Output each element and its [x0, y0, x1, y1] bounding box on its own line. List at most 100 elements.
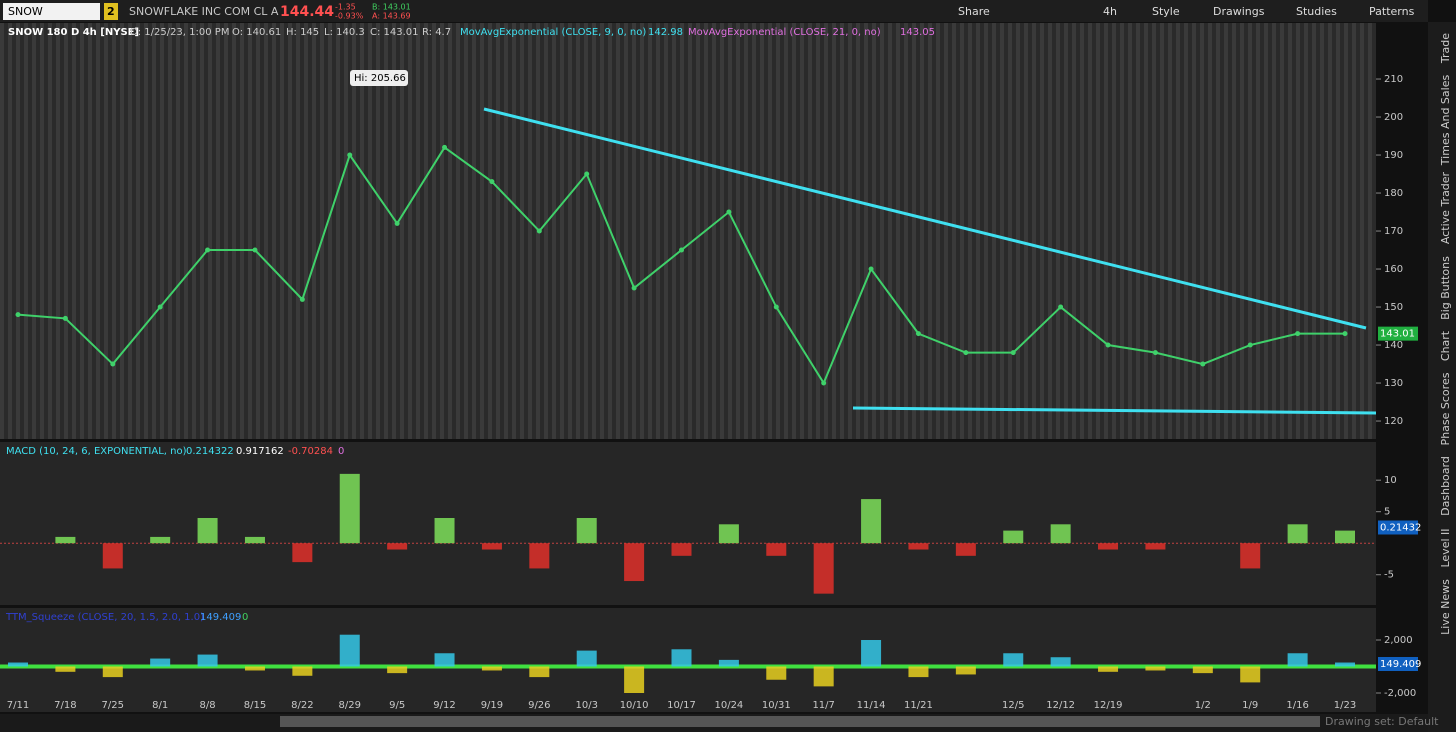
price-point	[252, 247, 258, 253]
x-tick-label: 1/9	[1242, 700, 1258, 711]
company: SNOWFLAKE INC COM CL A	[129, 5, 279, 18]
histogram-bar	[624, 666, 645, 694]
symbol-box[interactable]	[3, 3, 100, 20]
histogram-bar	[434, 518, 455, 544]
price-pane	[0, 23, 1376, 439]
x-tick-label: 7/25	[102, 700, 124, 711]
x-tick-label: 9/5	[389, 700, 405, 711]
toolbar-button[interactable]: Patterns	[1369, 5, 1415, 18]
histogram-bar	[102, 543, 123, 569]
y-tick-label: 200	[1384, 112, 1403, 123]
x-tick-label: 12/12	[1046, 700, 1075, 711]
x-tick-label: 8/29	[339, 700, 361, 711]
y-tick-label: -5	[1384, 570, 1394, 581]
price-point	[1342, 331, 1348, 337]
study-value: 0	[338, 446, 344, 457]
histogram-bar	[292, 543, 313, 563]
y-tick-label: 10	[1384, 475, 1397, 486]
y-tick-label: 120	[1384, 416, 1403, 427]
macd-pane	[0, 442, 1376, 605]
side-tab[interactable]: Big Buttons	[1439, 256, 1452, 320]
y-tick-label: 190	[1384, 150, 1403, 161]
price-point	[584, 171, 590, 177]
histogram-bar	[150, 658, 171, 667]
price-point	[442, 144, 448, 150]
x-tick-label: 7/11	[7, 700, 29, 711]
last-label: 143.01	[1380, 329, 1415, 340]
annotation-box	[350, 70, 408, 86]
support-line	[852, 406, 1377, 415]
x-tick-label: 8/1	[152, 700, 168, 711]
toolbar-button[interactable]: Studies	[1296, 5, 1337, 18]
header-title: SNOW 180 D 4h [NYSE]	[8, 27, 139, 38]
toolbar-button[interactable]: Share	[958, 5, 990, 18]
price-point	[773, 304, 779, 310]
header-open: O: 140.61	[232, 27, 281, 38]
last-label-box	[1378, 326, 1418, 341]
header-ema21-value: 143.05	[900, 27, 935, 38]
histogram-bar	[1287, 524, 1308, 544]
x-tick-label: 1/23	[1334, 700, 1356, 711]
histogram-bar	[387, 666, 408, 674]
price-point	[868, 266, 874, 272]
header-ema9: MovAvgExponential (CLOSE, 9, 0, no)	[460, 27, 646, 38]
toolbar-button[interactable]: Style	[1152, 5, 1180, 18]
badge-box	[104, 3, 118, 20]
side-panel	[1428, 22, 1456, 732]
price-point	[205, 247, 211, 253]
x-tick-label: 8/15	[244, 700, 266, 711]
header-close: C: 143.01	[370, 27, 419, 38]
histogram-bar	[1192, 666, 1213, 674]
histogram-bar	[1098, 543, 1119, 550]
scrollbar[interactable]	[280, 716, 1320, 727]
x-tick-label: 10/24	[714, 700, 743, 711]
side-tab[interactable]: Active Trader	[1439, 171, 1452, 244]
side-tab[interactable]: Live News	[1439, 579, 1452, 635]
histogram-bar	[339, 473, 360, 544]
histogram-bar	[102, 666, 123, 678]
toolbar-button[interactable]: Drawings	[1213, 5, 1265, 18]
price-point	[1295, 331, 1301, 337]
x-tick-label: 12/5	[1002, 700, 1024, 711]
y-tick-label: 5	[1384, 507, 1390, 518]
histogram-bar	[481, 543, 502, 550]
histogram-bar	[197, 518, 218, 544]
price-point	[15, 312, 21, 318]
histogram-bar	[624, 543, 645, 582]
price-point	[821, 380, 827, 386]
x-tick-label: 10/31	[762, 700, 791, 711]
header-low: L: 140.3	[324, 27, 365, 38]
histogram-bar	[244, 666, 265, 671]
histogram-bar	[1145, 666, 1166, 671]
histogram-bar	[671, 649, 692, 667]
x-tick-label: 11/21	[904, 700, 933, 711]
histogram-bar	[955, 543, 976, 556]
x-tick-label: 10/17	[667, 700, 696, 711]
side-tab[interactable]: Phase Scores	[1439, 372, 1452, 445]
side-tab[interactable]: Dashboard	[1439, 456, 1452, 516]
symbol[interactable]: SNOW	[8, 5, 43, 18]
price-point	[536, 228, 542, 234]
histogram-bar	[1050, 524, 1071, 544]
histogram-bar	[434, 653, 455, 667]
histogram-bar	[1050, 657, 1071, 667]
side-tab[interactable]: Level II	[1439, 528, 1452, 567]
price-point	[679, 247, 684, 253]
histogram-bar	[481, 666, 502, 671]
y-tick-label: 2,000	[1384, 635, 1413, 646]
price-point	[1058, 304, 1064, 310]
histogram-bar	[1098, 666, 1119, 672]
side-tab[interactable]: Chart	[1439, 330, 1452, 361]
histogram-bar	[1145, 543, 1166, 550]
study-value: 0.917162	[236, 446, 284, 457]
side-tab[interactable]: Trade	[1439, 33, 1452, 64]
toolbar-button[interactable]: 4h	[1103, 5, 1117, 18]
histogram-bar	[908, 666, 929, 678]
side-tab[interactable]: Times And Sales	[1439, 75, 1452, 167]
header-date: D: 1/25/23, 1:00 PM	[130, 27, 229, 38]
histogram-bar	[576, 518, 597, 544]
price-point	[1152, 350, 1158, 356]
bid: B: 143.01	[372, 3, 411, 12]
study-title: TTM_Squeeze (CLOSE, 20, 1.5, 2.0, 1.0)	[5, 612, 204, 623]
